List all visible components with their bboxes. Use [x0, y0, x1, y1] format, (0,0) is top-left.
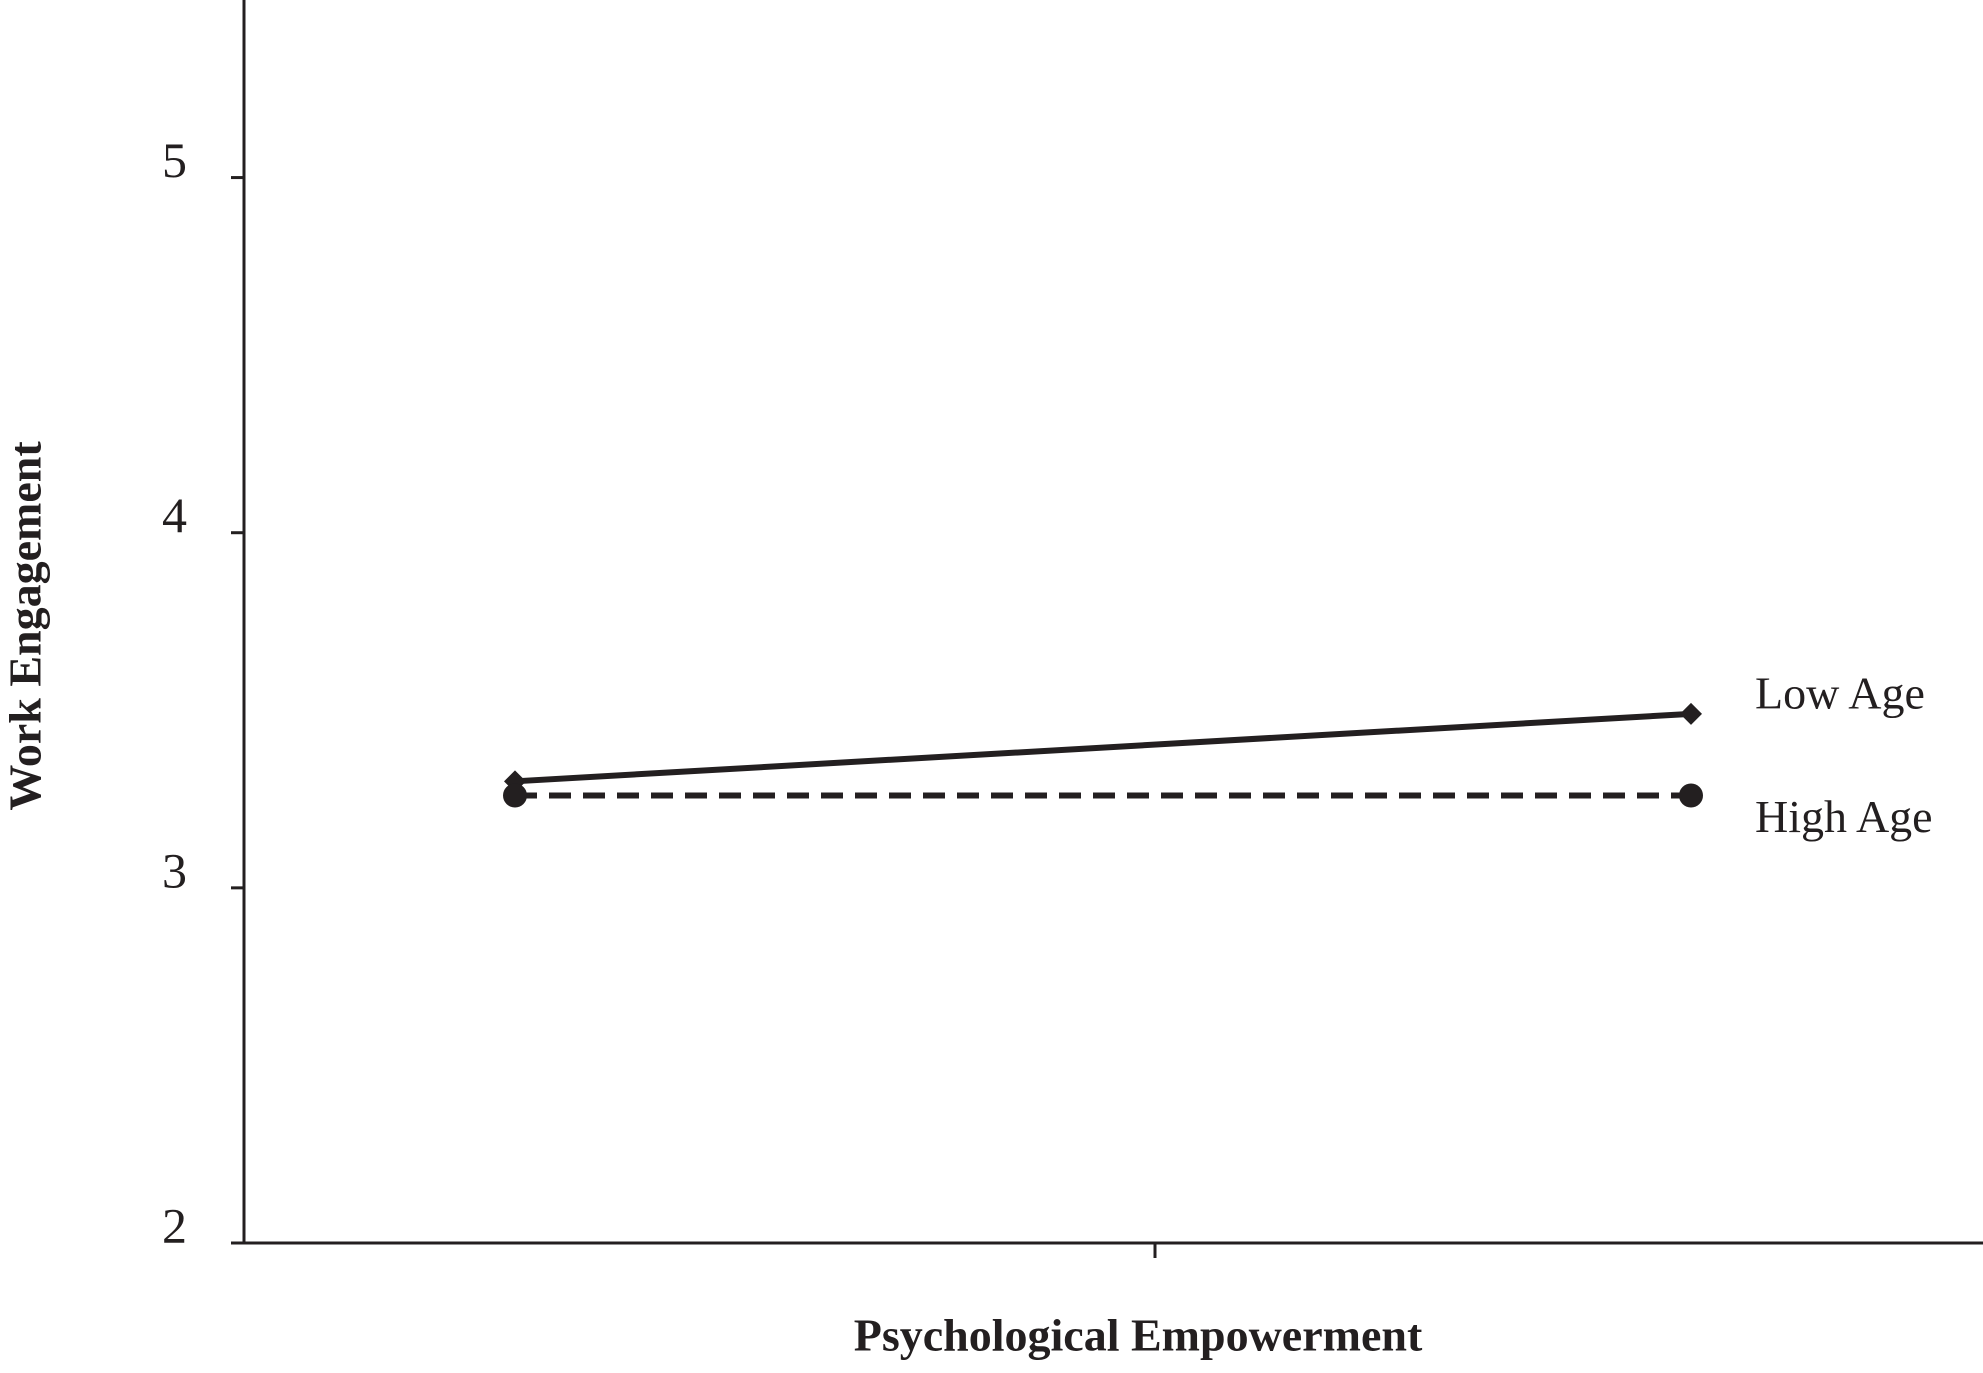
point: [503, 783, 527, 808]
x-axis-title: Psychological Empowerment: [854, 1310, 1423, 1361]
y-axis-title: Work Engagement: [0, 441, 51, 811]
y-tick-label: 4: [162, 487, 187, 543]
point: [1680, 702, 1702, 725]
series-label: Low Age: [1755, 667, 1925, 718]
point: [1679, 783, 1703, 808]
series-line: [514, 710, 1692, 785]
series-label: High Age: [1755, 791, 1933, 842]
y-tick-label: 2: [162, 1197, 187, 1253]
y-tick-label: 5: [162, 132, 187, 188]
y-tick-label: 3: [162, 842, 187, 898]
